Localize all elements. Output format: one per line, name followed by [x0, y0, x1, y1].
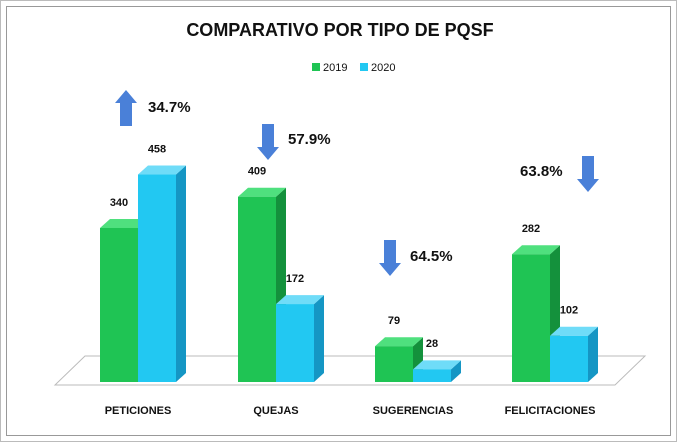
bar-top — [512, 245, 560, 255]
annotation: 34.7% — [148, 99, 191, 116]
value-label: 282 — [522, 223, 540, 235]
arrow-up — [115, 90, 137, 126]
bar — [238, 187, 286, 382]
bar-top — [238, 187, 286, 197]
bar-front — [138, 174, 176, 382]
bar-top — [375, 337, 423, 347]
bar-front — [550, 335, 588, 382]
bar-front — [512, 254, 550, 382]
floor — [53, 355, 647, 386]
bar-side — [451, 360, 461, 382]
value-label: 172 — [286, 273, 304, 285]
value-label: 340 — [110, 197, 128, 209]
legend-label: 2020 — [371, 62, 395, 74]
annotation: 63.8% — [520, 163, 563, 180]
bar-front — [413, 369, 451, 382]
bar-top — [100, 218, 148, 228]
bar-side — [588, 326, 598, 382]
x-tick-label: QUEJAS — [253, 405, 298, 417]
bar-front — [238, 196, 276, 382]
bar — [550, 326, 598, 382]
value-label: 409 — [248, 166, 266, 178]
chart-title: COMPARATIVO POR TIPO DE PQSF — [186, 20, 493, 40]
bar-top — [413, 360, 461, 370]
arrow-down — [257, 124, 279, 160]
value-label: 79 — [388, 315, 400, 327]
legend-label: 2019 — [323, 62, 347, 74]
bar-top — [138, 165, 186, 175]
bar — [413, 360, 461, 382]
arrow-down — [379, 240, 401, 276]
annotation: 57.9% — [288, 131, 331, 148]
value-label: 102 — [560, 305, 578, 317]
bar-front — [100, 227, 138, 382]
annotation: 64.5% — [410, 248, 453, 265]
bar-top — [276, 295, 324, 305]
x-tick-label: PETICIONES — [105, 405, 172, 417]
legend-swatch — [360, 63, 368, 71]
x-tick-label: FELICITACIONES — [505, 405, 596, 417]
bar — [138, 165, 186, 382]
value-label: 458 — [148, 143, 166, 155]
bar-side — [314, 295, 324, 382]
bar-side — [176, 165, 186, 382]
bar-top — [550, 326, 598, 336]
value-label: 28 — [426, 338, 438, 350]
legend-swatch — [312, 63, 320, 71]
bar-front — [375, 346, 413, 382]
bar — [276, 295, 324, 382]
arrow-down — [577, 156, 599, 192]
x-tick-label: SUGERENCIAS — [373, 405, 454, 417]
bar-front — [276, 304, 314, 382]
